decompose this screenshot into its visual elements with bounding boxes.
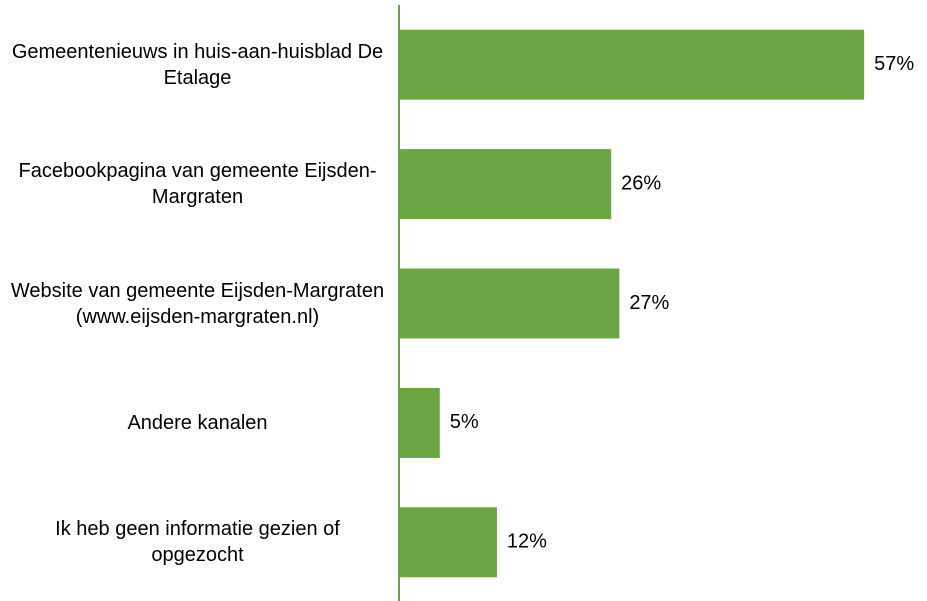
- bar: [399, 387, 440, 458]
- category-label: Andere kanalen: [127, 411, 268, 434]
- value-label: 57%: [874, 53, 914, 75]
- value-label: 5%: [450, 411, 479, 433]
- bar: [399, 29, 865, 100]
- bar: [399, 268, 620, 339]
- category-label: Website van gemeente Eijsden-Margraten (…: [10, 279, 385, 328]
- value-label: 27%: [629, 292, 669, 314]
- category-label: Facebookpagina van gemeente Eijsden-Marg…: [18, 160, 377, 209]
- category-label: Gemeentenieuws in huis-aan-huisblad De E…: [11, 40, 384, 89]
- value-label: 12%: [507, 531, 547, 553]
- value-label: 26%: [621, 172, 661, 194]
- bar: [399, 507, 497, 578]
- bar: [399, 149, 612, 220]
- category-label: Ik heb geen informatie gezien of opgezoc…: [55, 518, 340, 567]
